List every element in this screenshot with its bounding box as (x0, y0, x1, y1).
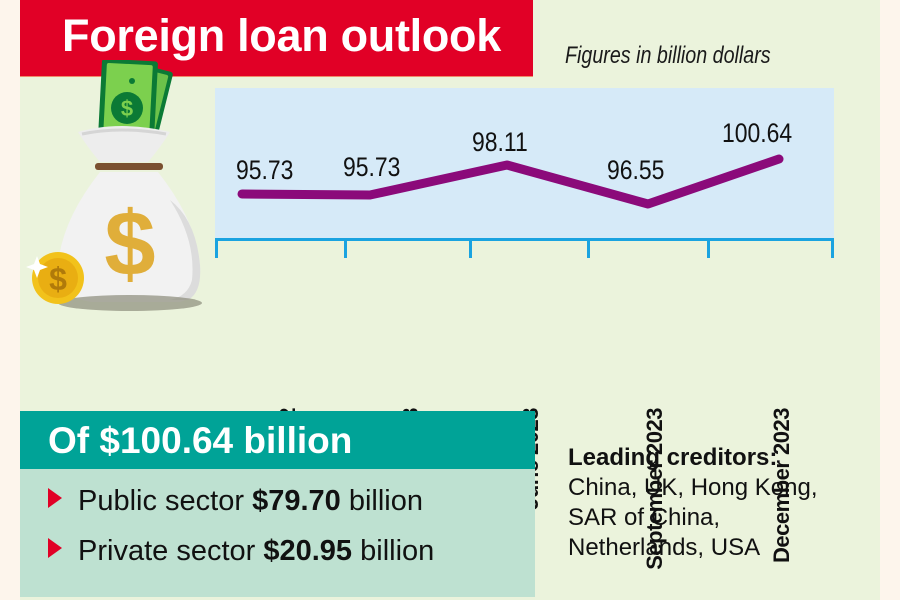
svg-text:$: $ (49, 261, 67, 297)
svg-text:$: $ (121, 96, 133, 121)
chart-plot-area (215, 88, 834, 239)
bullet-arrow-icon (48, 488, 62, 508)
summary-item-public: Public sector $79.70 billion (48, 485, 423, 518)
x-axis-tick (215, 238, 218, 258)
summary-heading: Of $100.64 billion (48, 420, 353, 461)
unit-note: Figures in billion dollars (565, 42, 771, 69)
page-title: Foreign loan outlook (62, 10, 501, 61)
x-axis-tick (707, 238, 710, 258)
data-label: 100.64 (722, 118, 793, 148)
leading-creditors: Leading creditors: China, UK, Hong Kong,… (568, 443, 817, 563)
creditors-line: China, UK, Hong Kong, (568, 474, 818, 501)
x-axis-tick (831, 238, 834, 258)
data-label: 95.73 (236, 155, 294, 185)
x-axis-tick (587, 238, 590, 258)
summary-heading-bar: Of $100.64 billion (20, 411, 535, 469)
x-axis-label: September 2023 (642, 408, 667, 570)
x-axis-label: June 2023 (514, 258, 544, 510)
creditors-line: Netherlands, USA (568, 534, 761, 561)
x-axis-label: December 2023 (769, 408, 794, 563)
x-axis-tick (469, 238, 472, 258)
summary-item-private: Private sector $20.95 billion (48, 535, 434, 568)
data-label: 96.55 (607, 155, 665, 185)
money-bag-icon: $ $ $ (26, 60, 202, 311)
banknote-icon: $ (98, 60, 173, 146)
data-label: 98.11 (472, 127, 528, 157)
bullet-arrow-icon (48, 538, 62, 558)
creditors-line: SAR of China, (568, 504, 721, 531)
coin-icon: $ (26, 252, 84, 304)
x-axis-label: March 2023 (394, 258, 424, 523)
data-label: 95.73 (343, 152, 401, 182)
svg-text:$: $ (104, 193, 155, 295)
x-axis-tick (344, 238, 347, 258)
x-axis (215, 238, 834, 241)
creditors-heading: Leading creditors: (568, 444, 778, 471)
summary-body: Public sector $79.70 billion Private sec… (20, 469, 535, 597)
x-axis-label: December 2022 (271, 258, 301, 563)
